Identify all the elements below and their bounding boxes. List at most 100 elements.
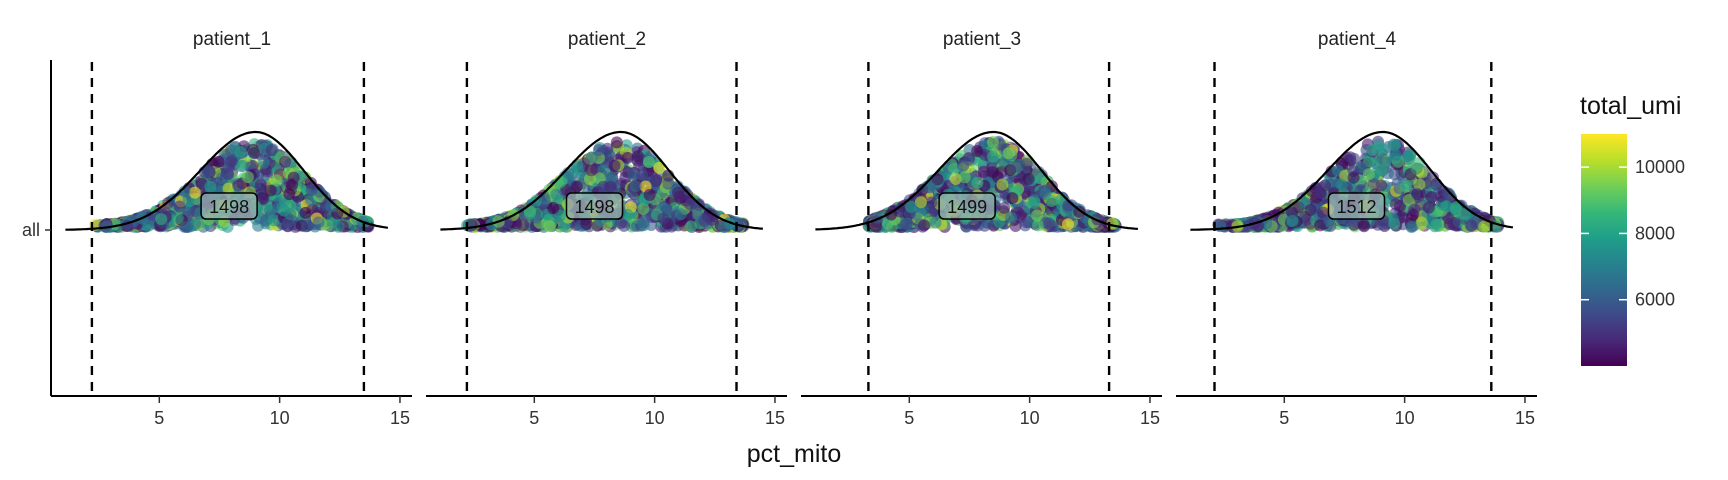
data-point [1010,160,1023,173]
data-point [977,165,990,178]
data-point [550,188,563,201]
x-tick-label: 15 [1515,408,1535,428]
data-point [924,181,937,194]
x-tick-label: 5 [1279,408,1289,428]
data-point [287,171,300,184]
data-point [1422,201,1435,214]
data-point [182,206,195,219]
data-point [142,219,155,232]
colorbar-tick-label: 8000 [1635,223,1675,243]
data-point [571,158,584,171]
data-point [653,161,666,174]
data-point [958,171,971,184]
x-tick-label: 15 [765,408,785,428]
data-point [232,179,245,192]
data-point [1389,198,1402,211]
data-point [585,164,598,177]
colorbar-tick-label: 10000 [1635,157,1685,177]
colorbar-legend: total_umi 6000 8000 10000 [1580,92,1685,366]
data-point [996,178,1009,191]
data-point [1362,168,1375,180]
data-point [305,184,318,197]
count-label: 1498 [209,197,249,217]
data-point [900,218,913,231]
x-tick-label: 10 [645,408,665,428]
density-curve [440,130,763,231]
data-point [967,218,980,231]
data-point [1358,220,1371,233]
data-point [1031,209,1044,222]
data-point [301,219,314,232]
data-point [212,155,225,168]
data-point [554,209,566,222]
data-point [173,200,186,213]
data-point [629,180,642,192]
data-point [948,162,960,175]
data-point [673,190,686,203]
facet-panel-patient-1: patient_1 1498 5 10 15 [51,29,412,428]
data-point [649,173,662,186]
x-tick-label: 10 [1020,408,1040,428]
data-point [228,142,241,154]
data-point [580,217,593,230]
data-point [1408,203,1421,216]
data-point [637,202,650,215]
count-label-box [938,192,996,220]
data-point [971,176,984,189]
data-point [171,212,184,225]
colorbar [1581,134,1627,366]
data-point [684,198,697,211]
data-point [717,220,730,233]
facet-strip-label: patient_2 [568,29,646,50]
data-point [1387,213,1400,226]
data-point [949,173,962,185]
data-point [905,201,917,213]
data-point [299,206,312,219]
data-point [621,208,634,221]
data-point [248,146,260,159]
data-point [1022,216,1035,229]
x-tick-label: 5 [154,408,164,428]
data-point [605,171,618,184]
data-point [610,136,623,149]
data-point [284,208,297,221]
x-tick-label: 15 [390,408,410,428]
x-tick-label: 10 [1395,408,1415,428]
data-point [698,215,711,227]
data-point [267,214,280,227]
data-point [631,154,644,167]
data-point [155,213,168,226]
data-point [254,178,267,191]
data-point [643,189,656,201]
data-point [931,173,944,186]
data-point [615,217,627,229]
data-point [570,180,583,193]
data-point [1405,221,1418,233]
data-point [283,188,296,201]
x-axis-title: pct_mito [747,440,841,468]
facet-strip-label: patient_3 [943,29,1021,50]
data-point [685,220,697,233]
data-point [1378,143,1391,156]
data-point [971,145,984,157]
data-point [592,144,605,156]
data-point [1045,195,1058,207]
data-point [1430,218,1443,231]
data-point [657,212,670,225]
data-point [881,217,894,230]
data-point [1002,147,1015,160]
data-point [270,174,283,187]
data-point [204,180,217,193]
data-point [1410,162,1423,175]
data-point [1286,214,1299,227]
data-point [929,216,942,229]
data-point [636,168,648,181]
count-label: 1498 [574,197,614,217]
data-point [1043,217,1056,230]
data-point [264,184,277,197]
data-point [918,219,931,232]
data-point [987,150,1000,163]
data-point [1347,171,1360,184]
data-point [1062,218,1074,231]
data-point [643,156,656,169]
